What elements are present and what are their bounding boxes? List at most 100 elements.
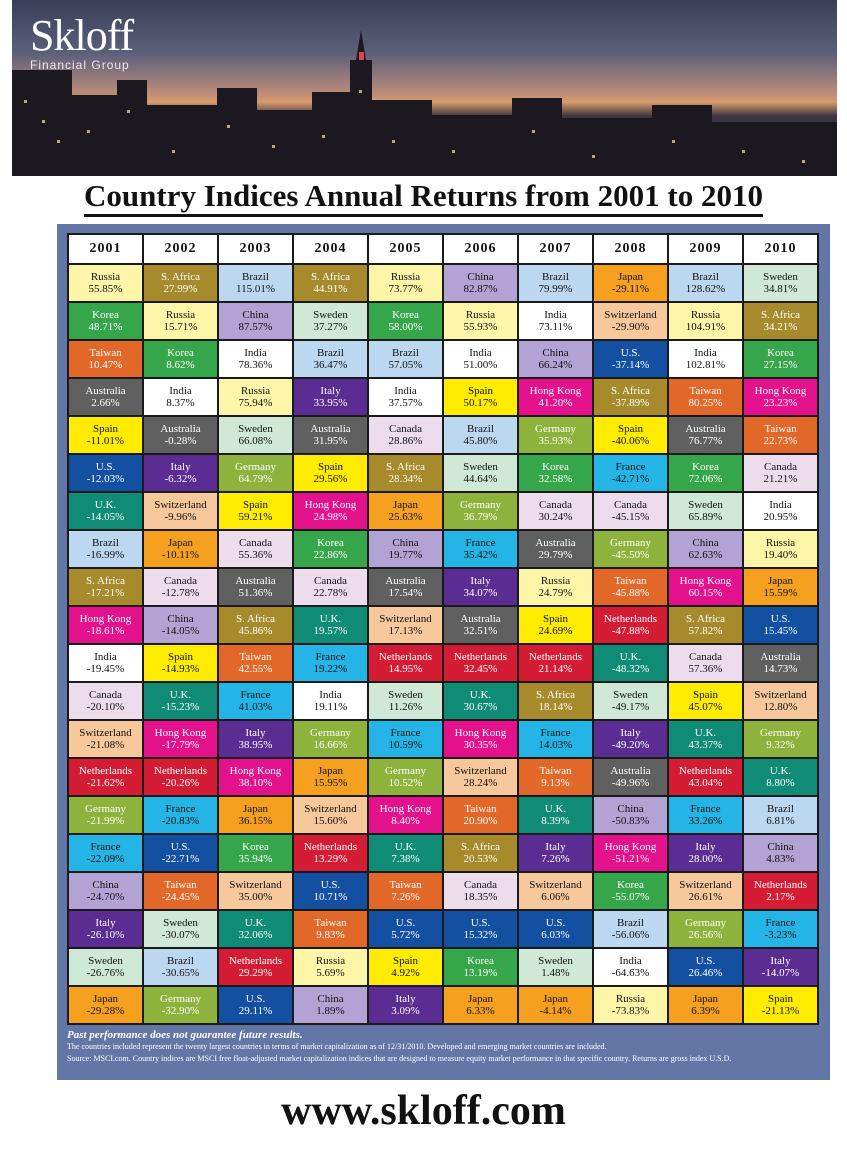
return-value: 65.89% bbox=[688, 511, 723, 523]
return-cell: Germany -21.99% bbox=[69, 797, 142, 833]
return-cell: France 41.03% bbox=[219, 683, 292, 719]
returns-grid: 2001 2002 2003 2004 2005 2006 2007 2008 2009 2010… bbox=[67, 233, 819, 1025]
country-name: Germany bbox=[85, 803, 126, 815]
return-cell: Sweden -49.17% bbox=[594, 683, 667, 719]
return-value: 22.73% bbox=[763, 435, 798, 447]
country-name: Japan bbox=[692, 993, 719, 1005]
country-name: India bbox=[94, 651, 117, 663]
return-cell: U.K. -15.23% bbox=[144, 683, 217, 719]
country-name: U.K. bbox=[244, 917, 267, 929]
country-name: U.S. bbox=[95, 461, 116, 473]
return-value: -6.32% bbox=[164, 473, 197, 485]
country-name: S. Africa bbox=[610, 385, 651, 397]
return-value: 2.17% bbox=[766, 891, 795, 903]
country-name: Australia bbox=[235, 575, 276, 587]
return-value: 21.14% bbox=[538, 663, 573, 675]
country-name: Japan bbox=[767, 575, 794, 587]
country-name: Korea bbox=[242, 841, 269, 853]
return-cell: Spain -11.01% bbox=[69, 417, 142, 453]
country-name: Australia bbox=[760, 651, 801, 663]
return-cell: Brazil 115.01% bbox=[219, 265, 292, 301]
country-name: France bbox=[240, 689, 271, 701]
country-name: France bbox=[465, 537, 496, 549]
country-name: Japan bbox=[467, 993, 494, 1005]
return-cell: Spain 24.69% bbox=[519, 607, 592, 643]
return-cell: U.S. -37.14% bbox=[594, 341, 667, 377]
country-name: Korea bbox=[692, 461, 719, 473]
return-cell: Germany 35.93% bbox=[519, 417, 592, 453]
return-cell: Japan 36.15% bbox=[219, 797, 292, 833]
return-cell: China 1.89% bbox=[294, 987, 367, 1023]
header-banner: Skloff Financial Group bbox=[12, 0, 837, 176]
return-value: 37.57% bbox=[388, 397, 423, 409]
return-cell: Hong Kong 8.40% bbox=[369, 797, 442, 833]
year-header: 2006 bbox=[444, 235, 517, 263]
country-name: India bbox=[769, 499, 792, 511]
return-cell: Brazil 128.62% bbox=[669, 265, 742, 301]
country-name: Germany bbox=[460, 499, 501, 511]
return-value: 9.83% bbox=[316, 929, 345, 941]
country-name: Spain bbox=[542, 613, 569, 625]
country-name: France bbox=[765, 917, 796, 929]
country-name: Australia bbox=[85, 385, 126, 397]
country-name: Hong Kong bbox=[679, 575, 732, 587]
return-cell: Hong Kong -51.21% bbox=[594, 835, 667, 871]
return-value: 58.00% bbox=[388, 321, 423, 333]
return-value: 32.45% bbox=[463, 663, 498, 675]
return-value: 26.61% bbox=[688, 891, 723, 903]
country-name: Sweden bbox=[163, 917, 198, 929]
return-value: 15.71% bbox=[163, 321, 198, 333]
return-value: 15.60% bbox=[313, 815, 348, 827]
return-cell: Italy 38.95% bbox=[219, 721, 292, 757]
return-value: 30.67% bbox=[463, 701, 498, 713]
return-cell: Canada 21.21% bbox=[744, 455, 817, 491]
return-cell: Netherlands -47.88% bbox=[594, 607, 667, 643]
return-cell: S. Africa 20.53% bbox=[444, 835, 517, 871]
return-cell: Canada 30.24% bbox=[519, 493, 592, 529]
return-value: -12.78% bbox=[161, 587, 200, 599]
country-name: Germany bbox=[760, 727, 801, 739]
return-cell: Korea -55.07% bbox=[594, 873, 667, 909]
year-header: 2007 bbox=[519, 235, 592, 263]
return-value: 29.11% bbox=[238, 1005, 273, 1017]
country-name: Netherlands bbox=[378, 651, 433, 663]
country-name: Korea bbox=[542, 461, 569, 473]
return-value: 51.00% bbox=[463, 359, 498, 371]
return-cell: Hong Kong 30.35% bbox=[444, 721, 517, 757]
country-name: Italy bbox=[470, 575, 491, 587]
return-cell: Russia 24.79% bbox=[519, 569, 592, 605]
return-cell: Brazil -56.06% bbox=[594, 911, 667, 947]
return-cell: France 14.03% bbox=[519, 721, 592, 757]
country-name: Germany bbox=[310, 727, 351, 739]
country-name: S. Africa bbox=[760, 309, 801, 321]
return-value: 10.47% bbox=[88, 359, 123, 371]
return-value: 19.22% bbox=[313, 663, 348, 675]
return-cell: S. Africa -17.21% bbox=[69, 569, 142, 605]
country-name: Australia bbox=[310, 423, 351, 435]
return-cell: U.K. 8.39% bbox=[519, 797, 592, 833]
return-value: 15.32% bbox=[463, 929, 498, 941]
country-name: Brazil bbox=[317, 347, 344, 359]
return-value: 15.45% bbox=[763, 625, 798, 637]
return-cell: Australia 2.66% bbox=[69, 379, 142, 415]
return-cell: India 20.95% bbox=[744, 493, 817, 529]
return-cell: Russia 55.93% bbox=[444, 303, 517, 339]
return-cell: Australia 29.79% bbox=[519, 531, 592, 567]
return-value: 41.03% bbox=[238, 701, 273, 713]
country-name: China bbox=[692, 537, 719, 549]
return-value: 43.37% bbox=[688, 739, 723, 751]
country-name: France bbox=[615, 461, 646, 473]
return-cell: Australia 32.51% bbox=[444, 607, 517, 643]
return-cell: Sweden 34.81% bbox=[744, 265, 817, 301]
country-name: Korea bbox=[617, 879, 644, 891]
return-cell: Netherlands 21.14% bbox=[519, 645, 592, 681]
return-value: 73.11% bbox=[538, 321, 573, 333]
return-cell: Switzerland 35.00% bbox=[219, 873, 292, 909]
return-value: 62.63% bbox=[688, 549, 723, 561]
country-name: Australia bbox=[460, 613, 501, 625]
country-name: Taiwan bbox=[689, 385, 722, 397]
country-name: Italy bbox=[770, 955, 791, 967]
return-value: 48.71% bbox=[88, 321, 123, 333]
return-cell: Netherlands 14.95% bbox=[369, 645, 442, 681]
return-cell: Brazil 36.47% bbox=[294, 341, 367, 377]
